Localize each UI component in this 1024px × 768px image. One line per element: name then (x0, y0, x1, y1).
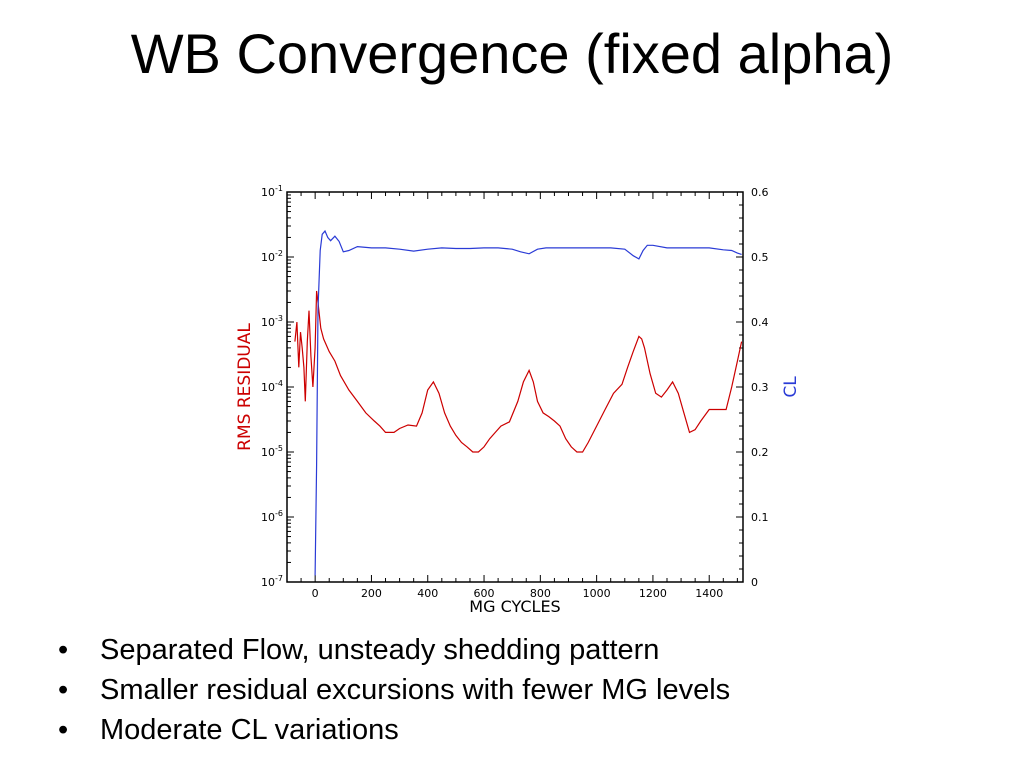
tick-base: 10 (261, 446, 275, 459)
y-right-tick-label: 0.6 (751, 186, 769, 199)
bullet-item: • Smaller residual excursions with fewer … (58, 670, 730, 710)
slide-title: WB Convergence (fixed alpha) (130, 22, 894, 85)
y-right-tick-label: 0.4 (751, 316, 769, 329)
tick-exponent: -1 (275, 184, 283, 193)
tick-base: 10 (261, 316, 275, 329)
y-left-tick-label: 10-5 (261, 444, 283, 459)
bullet-item: • Moderate CL variations (58, 710, 730, 750)
y-right-tick-label: 0.3 (751, 381, 769, 394)
y-left-tick-label: 10-6 (261, 509, 283, 524)
y-left-axis-title: RMS RESIDUAL (235, 323, 255, 451)
bullet-item: • Separated Flow, unsteady shedding patte… (58, 630, 730, 670)
y-left-tick-label: 10-7 (261, 574, 283, 589)
y-right-axis-title: CL (781, 376, 801, 398)
y-right-tick-label: 0.5 (751, 251, 769, 264)
y-right-tick-label: 0 (751, 576, 758, 589)
cl-line (314, 229, 742, 576)
tick-exponent: -7 (275, 574, 283, 583)
x-tick-label: 200 (361, 587, 382, 600)
y-left-tick-label: 10-3 (261, 314, 283, 329)
tick-exponent: -6 (275, 509, 283, 518)
bullet-dot-icon: • (58, 634, 69, 666)
tick-exponent: -5 (275, 444, 283, 453)
bullet-text: Smaller residual excursions with fewer M… (100, 674, 731, 706)
y-left-tick-label: 10-4 (261, 379, 283, 394)
tick-base: 10 (261, 576, 275, 589)
rms-residual-line (294, 290, 743, 453)
convergence-chart: 0 200 400 600 800 1000 1200 140010-710-610-510-… (235, 184, 801, 616)
bullet-text: Moderate CL variations (100, 714, 399, 746)
y-right-tick-label: 0.1 (751, 511, 769, 524)
x-tick-label: 1000 (583, 587, 611, 600)
x-tick-label: 400 (417, 587, 438, 600)
x-tick-label: 600 (474, 587, 495, 600)
x-tick-label: 800 (530, 587, 551, 600)
tick-base: 10 (261, 186, 275, 199)
bullet-list: • Separated Flow, unsteady shedding patte… (58, 630, 730, 750)
tick-exponent: -4 (275, 379, 283, 388)
tick-base: 10 (261, 511, 275, 524)
x-tick-label: 1400 (695, 587, 723, 600)
y-left-tick-label: 10-1 (261, 184, 283, 199)
y-left-tick-label: 10-2 (261, 249, 283, 264)
tick-exponent: -3 (275, 314, 283, 323)
bullet-dot-icon: • (58, 714, 69, 746)
bullet-text: Separated Flow, unsteady shedding patter… (100, 634, 660, 666)
tick-base: 10 (261, 251, 275, 264)
y-right-tick-label: 0.2 (751, 446, 769, 459)
x-tick-label: 1200 (639, 587, 667, 600)
x-axis-title: MG CYCLES (469, 597, 560, 616)
tick-base: 10 (261, 381, 275, 394)
x-tick-label: 0 (312, 587, 319, 600)
bullet-dot-icon: • (58, 674, 69, 706)
tick-exponent: -2 (275, 249, 283, 258)
